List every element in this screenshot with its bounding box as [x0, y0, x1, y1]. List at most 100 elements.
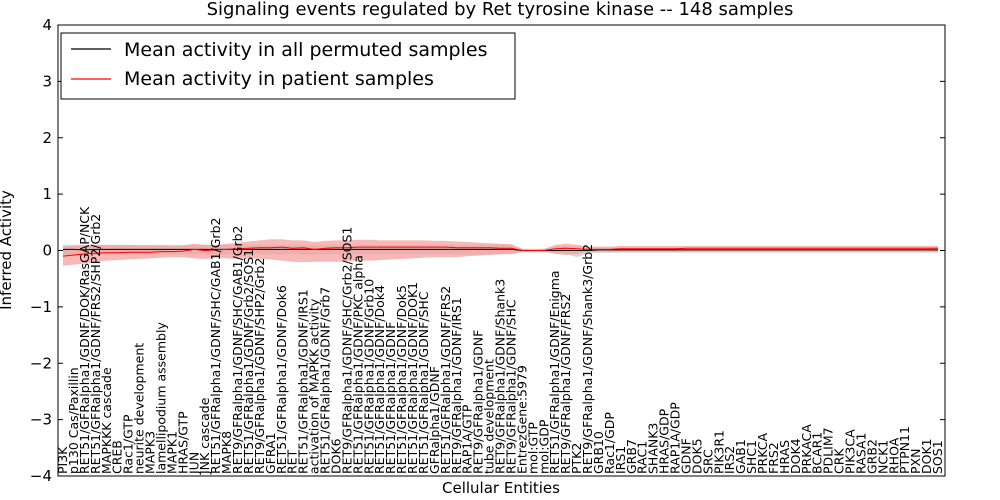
x-category-label: PXN	[908, 449, 923, 474]
x-category-label: RET9/GFRalpha1/GDNF/Shank3	[493, 279, 508, 474]
x-category-label: RET9/GFRalpha1/GDNF/SHC	[503, 299, 518, 474]
x-category-label: PTK2	[569, 443, 584, 474]
x-category-label: HRAS	[777, 440, 792, 474]
x-category-label: RET9/GFRalpha1/GDNF/SHC/GAB1/Grb2	[230, 225, 245, 474]
x-category-label: RET51/GFRalpha1/GDNF/Dok4	[372, 285, 387, 474]
x-category-label: RET9/GFRalpha1/GDNF/FRS2	[558, 294, 573, 474]
x-category-label: RET51/GFRalpha1/GDNF/FRS2/SHP2/Grb2	[88, 214, 103, 474]
x-category-label: p130 Cas/Paxillin	[66, 367, 81, 474]
y-axis-label: Inferred Activity	[0, 190, 15, 310]
x-category-label: GFRalpha1/GDNF	[427, 366, 442, 474]
y-tick-label: −4	[30, 467, 52, 485]
x-category-label: SHC1	[744, 440, 759, 474]
y-axis-ticks: −4 −3 −2 −1 0 1 2 3 4	[30, 16, 945, 485]
x-category-label: DOK4	[788, 438, 803, 474]
patient-series-line	[62, 246, 938, 257]
x-category-label: RET9/GFRalpha1/GDNF/SHP2/Grb2	[252, 258, 267, 474]
x-category-label: GAB1	[733, 439, 748, 474]
x-category-label: RET51/GFRalpha1/GDNF/Dok5	[394, 285, 409, 474]
x-category-label: RET9/GFRalpha1/GDNF/Shank3/Grb2	[580, 244, 595, 474]
x-category-label: RAP1A/GDP	[668, 402, 683, 474]
x-category-label: Rac1/GDP	[602, 412, 617, 474]
permuted-series-line	[63, 248, 938, 251]
x-category-label: MAPKKK cascade	[99, 367, 114, 474]
x-category-label: PDLIM7	[821, 427, 836, 474]
x-category-label: HRAS/GTP	[175, 411, 190, 474]
x-category-label: RAP1A/GTP	[460, 404, 475, 474]
x-category-label: MAPK3	[143, 431, 158, 474]
x-category-label: PRKACA	[799, 424, 814, 474]
x-category-label: HRAS/GDP	[657, 408, 672, 474]
x-category-label: RET51/GFRalpha1/GDNF/SHC	[416, 291, 431, 474]
x-category-label: GFRA1	[263, 432, 278, 474]
x-category-label: EntrezGene:5979	[514, 365, 529, 474]
x-category-label: tube development	[482, 359, 497, 474]
legend: Mean activity in all permuted samples Me…	[60, 32, 516, 100]
legend-label-patient: Mean activity in patient samples	[124, 68, 434, 90]
x-category-label: RET51/GFRalpha1/GDNF/Grb2/SOS1	[241, 249, 256, 474]
x-category-label: RET51/GFRalpha1/GDNF/FRS2	[438, 286, 453, 474]
y-tick-label: 4	[42, 16, 52, 34]
x-category-label: RET51/GFRalpha1/GDNF/DOK1	[405, 282, 420, 474]
x-category-label: RASA1	[853, 433, 868, 474]
x-category-label: IRS1	[613, 446, 628, 474]
x-category-label: GRB2	[864, 439, 879, 474]
x-category-label: RET51/GFRalpha1/GDNF	[383, 322, 398, 474]
y-tick-label: −1	[30, 298, 52, 316]
x-category-label: PIK3R1	[711, 430, 726, 474]
y-tick-label: 0	[42, 242, 52, 260]
x-category-label: IRS2	[722, 446, 737, 474]
x-category-label: RET51/GFRalpha1/GDNF/Grb10	[361, 279, 376, 474]
x-category-label: RET	[285, 449, 300, 474]
x-category-label: RET51/GFRalpha1/GDNF/Enigma	[547, 270, 562, 474]
y-tick-label: 2	[42, 129, 52, 147]
patient-band	[63, 239, 938, 266]
x-category-label: RET51/GFRalpha1/GDNF/DOK/RasGAP/NCK	[77, 206, 92, 474]
legend-label-permuted: Mean activity in all permuted samples	[124, 39, 487, 61]
x-category-label: PTPN11	[897, 426, 912, 474]
x-category-label: GRB10	[591, 431, 606, 474]
x-category-label: CREB	[110, 440, 125, 474]
x-category-label: mol:GTP	[525, 422, 540, 474]
x-category-label: PRKCA	[755, 433, 770, 474]
x-category-label: FRS2	[766, 442, 781, 474]
x-category-label: SRC	[700, 449, 715, 474]
x-axis-label: Cellular Entities	[442, 479, 560, 497]
x-category-label: RET9/GFRalpha1/GDNF	[471, 330, 486, 474]
x-category-label: DOK1	[919, 438, 934, 474]
x-category-label: NCK1	[875, 440, 890, 474]
x-category-label: PIK3CA	[843, 429, 858, 474]
x-category-label: mol:GDP	[536, 419, 551, 474]
x-category-label: MAPK8	[219, 431, 234, 474]
x-category-label: BCAR1	[810, 432, 825, 474]
x-category-label: SHANK3	[646, 423, 661, 474]
x-category-label: activation of MAPKK activity	[307, 298, 322, 474]
x-category-label: JNK cascade	[197, 397, 212, 475]
x-category-label: RET51/GFRalpha1/GDNF/SHC/GAB1/Grb2	[208, 218, 223, 474]
x-category-label: RET9/GFRalpha1/GDNF/SHC/Grb2/SOS1	[339, 227, 354, 474]
series-lines	[62, 246, 938, 257]
x-category-label: RHOA	[886, 437, 901, 474]
x-category-label: JUN	[186, 452, 201, 475]
x-category-label: RET51/GFRalpha1/GDNF/PKC alpha	[350, 255, 365, 474]
x-category-label: RET51/GFRalpha1/GDNF/Grb7	[318, 287, 333, 474]
y-tick-label: −3	[30, 411, 52, 429]
x-category-label: RAC1	[635, 441, 650, 474]
chart-title: Signaling events regulated by Ret tyrosi…	[207, 0, 794, 20]
y-tick-label: −2	[30, 354, 52, 372]
x-category-label: MAPK1	[164, 431, 179, 474]
legend-box	[60, 32, 516, 100]
x-category-label: GRB7	[624, 439, 639, 474]
x-category-label: GDNF	[678, 438, 693, 474]
x-category-label: SOS1	[930, 440, 945, 474]
x-category-label: Rac1/GTP	[121, 414, 136, 474]
x-category-label: DOK6	[328, 438, 343, 474]
x-category-label: RET51/GFRalpha1/GDNF/Dok6	[274, 285, 289, 474]
x-category-label: lamellipodium assembly	[153, 322, 168, 474]
y-tick-label: 3	[42, 72, 52, 90]
x-category-label: PI3K	[55, 446, 70, 474]
x-category-label: CRK	[832, 448, 847, 474]
x-category-label: RET51/GFRalpha1/GDNF/IRS1	[296, 289, 311, 474]
